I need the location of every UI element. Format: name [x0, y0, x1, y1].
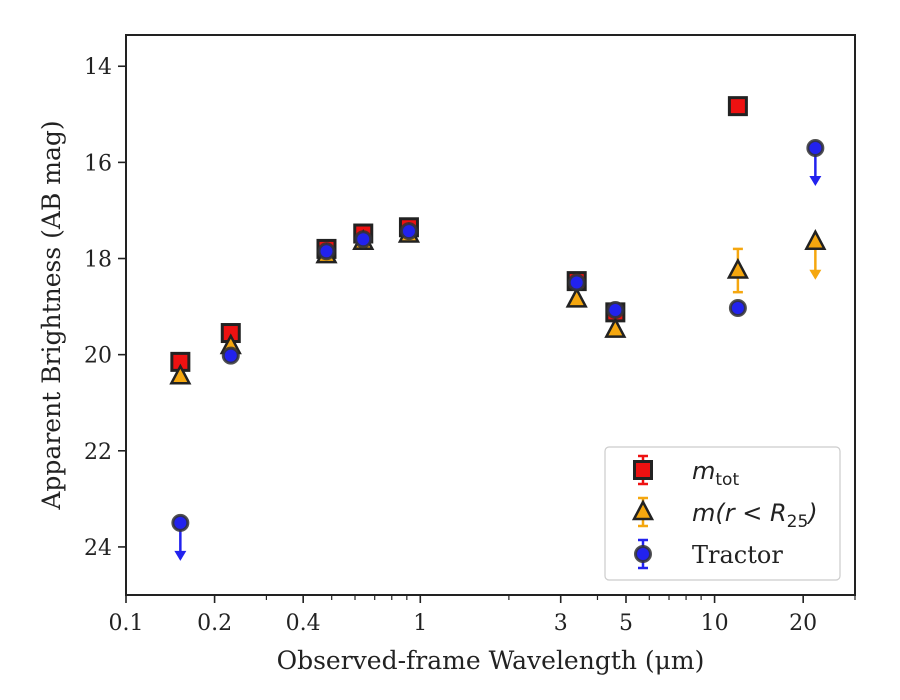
data-marks: [169, 96, 827, 561]
x-tick-label: 0.2: [197, 611, 232, 636]
y-tick-label: 14: [84, 55, 112, 80]
y-tick-label: 20: [84, 344, 112, 369]
axis-ticks: 0.1 0.2 0.4 1 3 5 10 20 14 16 18 20 22 24: [84, 55, 856, 636]
legend: mtot m(r < R25) Tractor: [604, 446, 841, 581]
triangle-marker: [631, 499, 655, 521]
legend-label: Tractor: [692, 541, 783, 569]
legend-item-mtot: mtot: [633, 454, 739, 490]
legend-box: [604, 446, 841, 581]
circle-marker: [806, 138, 825, 157]
legend-item-mr25: m(r < R25): [631, 496, 818, 532]
triangle-marker: [604, 316, 627, 338]
circle-marker: [399, 222, 418, 241]
plot-frame: [125, 34, 856, 596]
y-tick-label: 22: [84, 440, 112, 465]
upper-limit-arrow-head: [174, 550, 187, 561]
square-marker: [727, 96, 748, 117]
circle-marker: [728, 299, 747, 318]
circle-marker: [634, 545, 652, 563]
y-axis-label: Apparent Brightness (AB mag): [37, 120, 66, 510]
circle-marker: [171, 513, 190, 532]
x-tick-label: 0.4: [286, 611, 321, 636]
circle-marker: [567, 273, 586, 292]
x-tick-label: 5: [619, 611, 633, 636]
legend-label: mtot: [692, 457, 739, 490]
triangle-marker: [726, 257, 749, 279]
legend-label-subscript: tot: [715, 470, 739, 490]
circle-marker: [354, 230, 373, 249]
legend-label-main: m(r < R: [692, 499, 787, 527]
x-tick-label: 0.1: [109, 611, 144, 636]
triangle-marker: [169, 363, 192, 385]
square-marker: [633, 460, 653, 480]
triangle-marker: [804, 229, 827, 250]
upper-limit-arrow-head: [809, 269, 822, 280]
triangle-marker: [565, 286, 588, 308]
legend-label-close: ): [806, 499, 817, 527]
y-tick-label: 24: [84, 536, 112, 561]
x-tick-label: 10: [701, 611, 729, 636]
circle-marker: [221, 346, 240, 365]
x-tick-label: 1: [413, 611, 427, 636]
legend-label-subscript: 25: [787, 512, 809, 532]
y-tick-label: 18: [84, 248, 112, 273]
legend-item-tractor: Tractor: [634, 538, 783, 570]
y-tick-label: 16: [84, 151, 112, 176]
circle-marker: [606, 300, 625, 319]
upper-limit-arrow-head: [809, 175, 822, 186]
circle-marker: [317, 242, 336, 261]
x-axis-label: Observed-frame Wavelength (μm): [277, 646, 705, 675]
series-tractor: [171, 138, 825, 561]
x-tick-label: 20: [789, 611, 817, 636]
legend-label-main: m: [692, 457, 715, 485]
legend-label: m(r < R25): [692, 499, 818, 532]
x-tick-label: 3: [554, 611, 568, 636]
